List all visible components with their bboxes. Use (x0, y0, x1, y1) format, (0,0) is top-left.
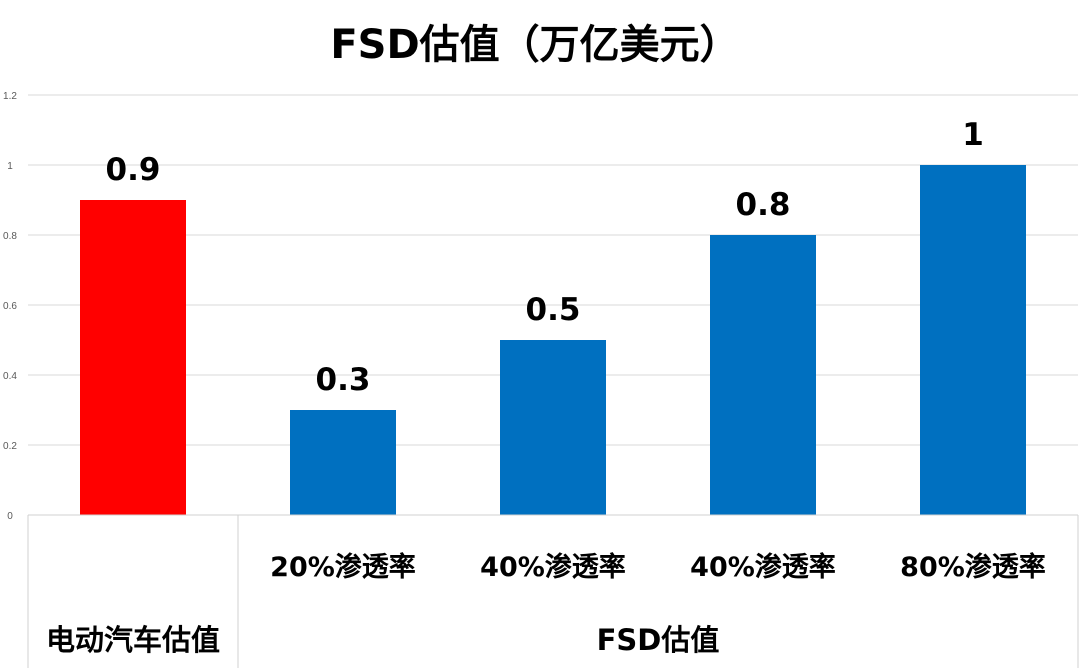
data-label: 0.3 (316, 362, 371, 398)
bar (290, 410, 396, 515)
chart-title: FSD估值（万亿美元） (330, 22, 739, 68)
y-tick-label: 1 (7, 161, 13, 172)
x-category-label: 80%渗透率 (900, 551, 1046, 583)
x-group-label: 电动汽车估值 (46, 623, 220, 657)
data-labels: 0.9 0.3 0.5 0.8 1 (106, 117, 984, 398)
x-category-label: 40%渗透率 (480, 551, 626, 583)
y-axis-ticks: 0 0.2 0.4 0.6 0.8 1 1.2 (3, 91, 17, 522)
bar (710, 235, 816, 515)
bar (80, 200, 186, 515)
data-label: 1 (962, 117, 984, 153)
y-tick-label: 0.2 (3, 441, 17, 452)
y-tick-label: 0.4 (3, 371, 17, 382)
data-label: 0.8 (736, 187, 791, 223)
x-axis-group-labels: 电动汽车估值 FSD估值 (46, 623, 719, 657)
x-category-label: 20%渗透率 (270, 551, 416, 583)
bar (920, 165, 1026, 515)
y-tick-label: 0.8 (3, 231, 17, 242)
x-category-label: 40%渗透率 (690, 551, 836, 583)
bars (80, 165, 1026, 515)
data-label: 0.9 (106, 152, 161, 188)
y-tick-label: 0.6 (3, 301, 17, 312)
x-axis (27, 514, 1079, 668)
x-axis-category-labels: 20%渗透率 40%渗透率 40%渗透率 80%渗透率 (270, 551, 1046, 583)
y-tick-label: 0 (7, 511, 13, 522)
bar (500, 340, 606, 515)
y-tick-label: 1.2 (3, 91, 17, 102)
x-group-label: FSD估值 (597, 623, 720, 657)
data-label: 0.5 (526, 292, 581, 328)
